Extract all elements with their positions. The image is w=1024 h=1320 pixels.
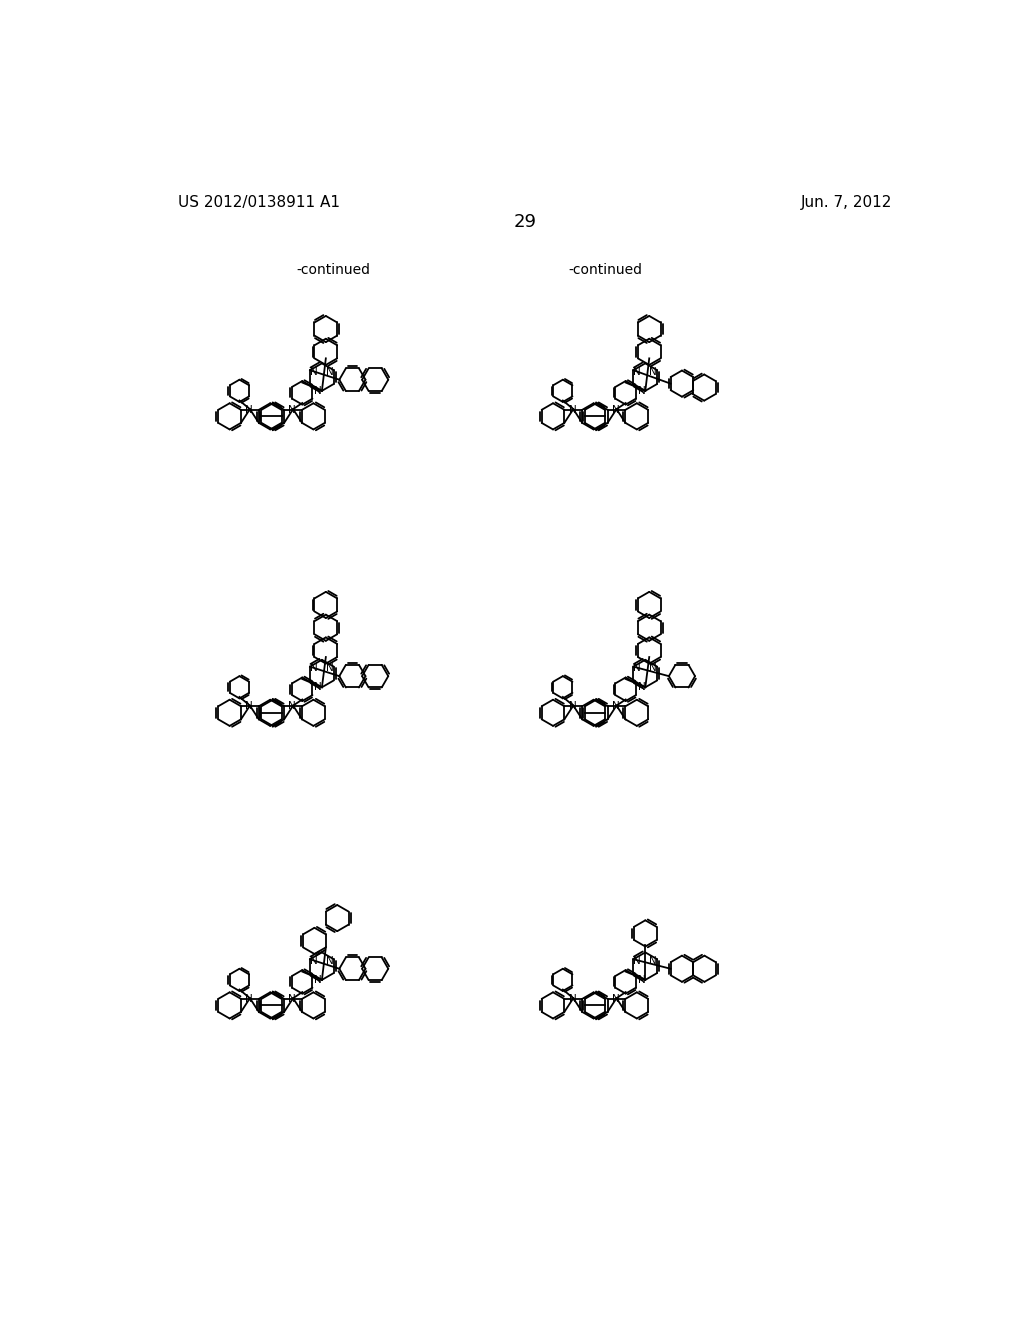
- Text: -continued: -continued: [568, 263, 642, 277]
- Text: N: N: [649, 663, 657, 673]
- Text: N: N: [246, 994, 253, 1005]
- Text: 29: 29: [513, 214, 537, 231]
- Text: N: N: [568, 701, 577, 711]
- Text: N: N: [612, 994, 620, 1005]
- Text: N: N: [289, 994, 296, 1005]
- Text: N: N: [634, 956, 641, 966]
- Text: N: N: [568, 405, 577, 414]
- Text: N: N: [326, 956, 334, 966]
- Text: N: N: [310, 663, 317, 673]
- Text: N: N: [289, 701, 296, 711]
- Text: N: N: [246, 405, 253, 414]
- Text: N: N: [638, 975, 645, 985]
- Text: US 2012/0138911 A1: US 2012/0138911 A1: [178, 195, 340, 210]
- Text: N: N: [568, 994, 577, 1005]
- Text: N: N: [310, 367, 317, 376]
- Text: -continued: -continued: [296, 263, 370, 277]
- Text: N: N: [634, 663, 641, 673]
- Text: N: N: [326, 367, 334, 376]
- Text: N: N: [310, 956, 317, 966]
- Text: N: N: [314, 682, 322, 692]
- Text: N: N: [612, 405, 620, 414]
- Text: Jun. 7, 2012: Jun. 7, 2012: [801, 195, 892, 210]
- Text: N: N: [314, 975, 322, 985]
- Text: N: N: [649, 367, 657, 376]
- Text: N: N: [649, 956, 657, 966]
- Text: N: N: [289, 405, 296, 414]
- Text: N: N: [612, 701, 620, 711]
- Text: N: N: [246, 701, 253, 711]
- Text: N: N: [638, 385, 645, 396]
- Text: N: N: [634, 367, 641, 376]
- Text: N: N: [326, 663, 334, 673]
- Text: N: N: [638, 682, 645, 692]
- Text: N: N: [314, 385, 322, 396]
